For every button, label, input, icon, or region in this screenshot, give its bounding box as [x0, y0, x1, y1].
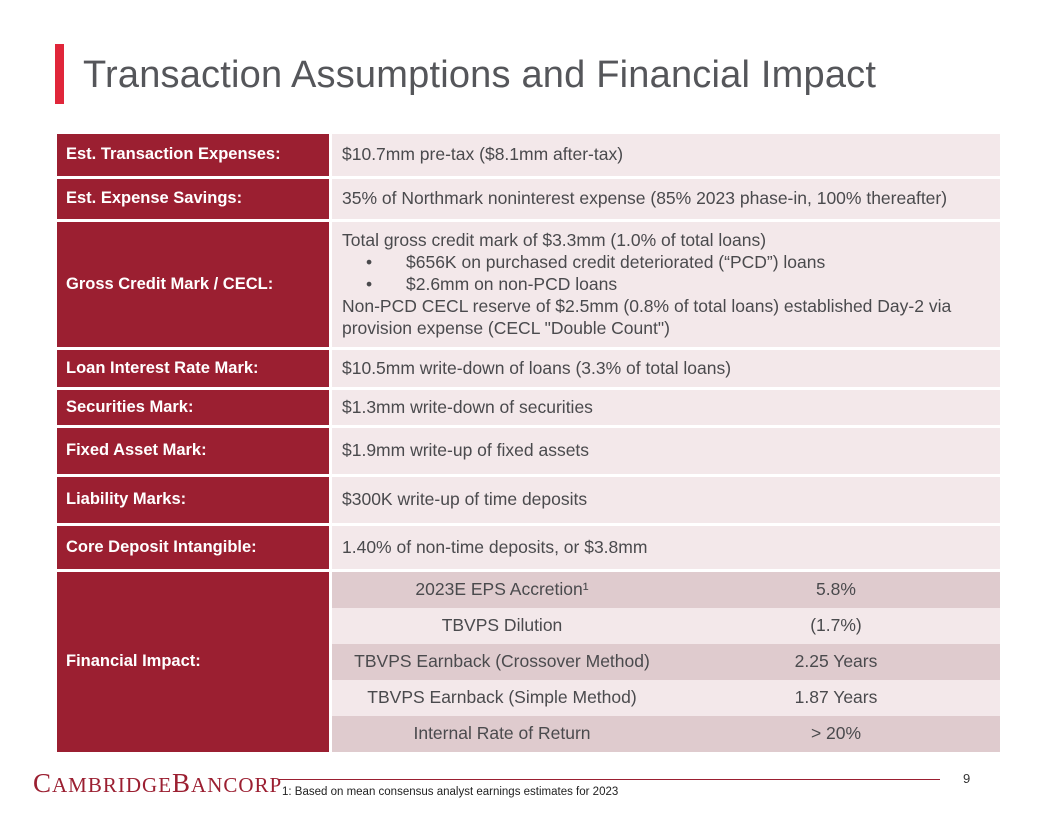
- row-label: Liability Marks:: [57, 473, 332, 524]
- page-title: Transaction Assumptions and Financial Im…: [83, 54, 877, 96]
- assumptions-table: Est. Transaction Expenses: $10.7mm pre-t…: [57, 134, 1000, 752]
- metric-label: TBVPS Earnback (Simple Method): [332, 679, 672, 716]
- table-row: Liability Marks: $300K write-up of time …: [57, 473, 1000, 524]
- financial-impact-table: 2023E EPS Accretion¹ 5.8% TBVPS Dilution…: [332, 571, 1000, 752]
- table-row: Financial Impact: 2023E EPS Accretion¹ 5…: [57, 568, 1000, 752]
- metric-value: 1.87 Years: [672, 679, 1000, 716]
- metric-value: > 20%: [672, 715, 1000, 752]
- row-value: 35% of Northmark noninterest expense (85…: [330, 175, 1000, 220]
- page-number: 9: [963, 771, 971, 786]
- metric-row: TBVPS Dilution (1.7%): [332, 607, 1000, 644]
- metric-label: TBVPS Earnback (Crossover Method): [332, 643, 672, 680]
- credit-mark-bullet: • $2.6mm on non-PCD loans: [342, 273, 1000, 295]
- credit-mark-line2: Non-PCD CECL reserve of $2.5mm (0.8% of …: [342, 296, 952, 338]
- table-row: Fixed Asset Mark: $1.9mm write-up of fix…: [57, 424, 1000, 475]
- metric-label: 2023E EPS Accretion¹: [332, 571, 672, 608]
- row-label: Loan Interest Rate Mark:: [57, 346, 332, 388]
- metric-value: (1.7%): [672, 607, 1000, 644]
- bullet-text: $656K on purchased credit deteriorated (…: [406, 252, 826, 272]
- row-label: Core Deposit Intangible:: [57, 522, 332, 570]
- row-value: $1.9mm write-up of fixed assets: [330, 424, 1000, 475]
- row-value: $10.5mm write-down of loans (3.3% of tot…: [330, 346, 1000, 388]
- credit-mark-line1: Total gross credit mark of $3.3mm (1.0% …: [342, 230, 767, 250]
- row-label: Est. Expense Savings:: [57, 175, 332, 220]
- table-row: Est. Expense Savings: 35% of Northmark n…: [57, 175, 1000, 220]
- metric-row: 2023E EPS Accretion¹ 5.8%: [332, 571, 1000, 608]
- metric-value: 5.8%: [672, 571, 1000, 608]
- bullet-icon: •: [366, 274, 373, 294]
- metric-label: Internal Rate of Return: [332, 715, 672, 752]
- financial-impact-cell: 2023E EPS Accretion¹ 5.8% TBVPS Dilution…: [330, 568, 1000, 752]
- row-label: Financial Impact:: [57, 568, 332, 752]
- cambridge-bancorp-logo: CAMBRIDGEBANCORP: [33, 768, 283, 798]
- title-accent-bar: [55, 44, 64, 104]
- row-label: Fixed Asset Mark:: [57, 424, 332, 475]
- row-label: Securities Mark:: [57, 386, 332, 426]
- metric-row: Internal Rate of Return > 20%: [332, 715, 1000, 752]
- table-row: Core Deposit Intangible: 1.40% of non-ti…: [57, 522, 1000, 570]
- table-row: Gross Credit Mark / CECL: Total gross cr…: [57, 218, 1000, 348]
- metric-value: 2.25 Years: [672, 643, 1000, 680]
- metric-label: TBVPS Dilution: [332, 607, 672, 644]
- bullet-text: $2.6mm on non-PCD loans: [406, 274, 618, 294]
- metric-row: TBVPS Earnback (Crossover Method) 2.25 Y…: [332, 643, 1000, 680]
- row-value: Total gross credit mark of $3.3mm (1.0% …: [330, 218, 1000, 348]
- row-value: $300K write-up of time deposits: [330, 473, 1000, 524]
- row-value: 1.40% of non-time deposits, or $3.8mm: [330, 522, 1000, 570]
- credit-mark-bullet: • $656K on purchased credit deteriorated …: [342, 251, 1000, 273]
- footer-divider: [278, 779, 940, 780]
- footnote: 1: Based on mean consensus analyst earni…: [282, 786, 619, 798]
- row-label: Est. Transaction Expenses:: [57, 134, 332, 177]
- bullet-icon: •: [366, 252, 373, 272]
- row-value: $10.7mm pre-tax ($8.1mm after-tax): [330, 134, 1000, 177]
- row-value: $1.3mm write-down of securities: [330, 386, 1000, 426]
- table-row: Loan Interest Rate Mark: $10.5mm write-d…: [57, 346, 1000, 388]
- table-row: Est. Transaction Expenses: $10.7mm pre-t…: [57, 134, 1000, 177]
- row-label: Gross Credit Mark / CECL:: [57, 218, 332, 348]
- table-row: Securities Mark: $1.3mm write-down of se…: [57, 386, 1000, 426]
- metric-row: TBVPS Earnback (Simple Method) 1.87 Year…: [332, 679, 1000, 716]
